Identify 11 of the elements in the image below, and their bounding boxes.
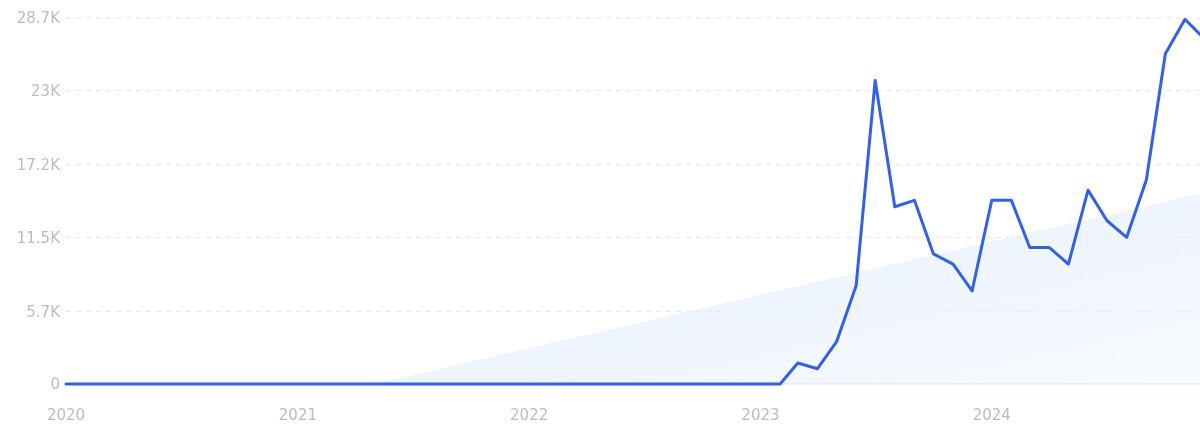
x-tick-label: 2020 xyxy=(46,406,86,424)
x-tick-label: 2022 xyxy=(510,406,549,424)
x-tick-label: 2024 xyxy=(972,406,1011,424)
y-tick-label: 11.5K xyxy=(16,228,62,247)
y-tick-label: 0 xyxy=(50,375,60,394)
y-tick-label: 23K xyxy=(31,81,62,100)
x-tick-label: 2023 xyxy=(741,406,780,424)
y-tick-label: 28.7K xyxy=(16,9,62,28)
y-tick-label: 17.2K xyxy=(16,155,62,174)
y-tick-label: 5.7K xyxy=(26,302,62,321)
x-tick-label: 2021 xyxy=(278,406,317,424)
